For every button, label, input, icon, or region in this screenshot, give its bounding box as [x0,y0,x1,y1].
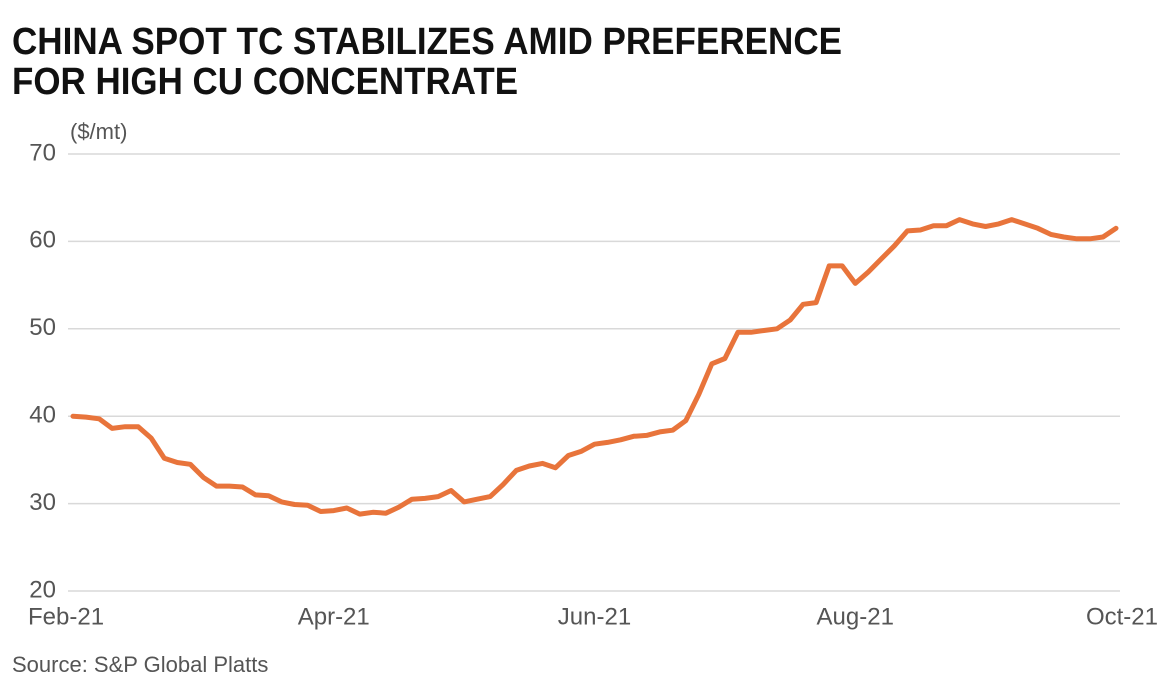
y-axis-label: ($/mt) [70,119,127,144]
y-tick-label: 60 [29,227,56,254]
y-tick-label: 50 [29,314,56,341]
x-tick-label: Aug-21 [817,603,894,630]
x-tick-label: Feb-21 [28,603,104,630]
y-tick-label: 40 [29,402,56,429]
y-tick-label: 20 [29,576,56,603]
source: Source: S&P Global Platts [12,652,268,677]
x-tick-label: Jun-21 [558,603,631,630]
data-line [70,217,1119,517]
chart-title: FOR HIGH CU CONCENTRATE [12,61,518,103]
y-tick-label: 70 [29,139,56,166]
y-tick-label: 30 [29,489,56,516]
x-tick-label: Apr-21 [298,603,370,630]
chart-title: CHINA SPOT TC STABILIZES AMID PREFERENCE [12,21,842,63]
x-tick-label: Oct-21 [1086,603,1158,630]
